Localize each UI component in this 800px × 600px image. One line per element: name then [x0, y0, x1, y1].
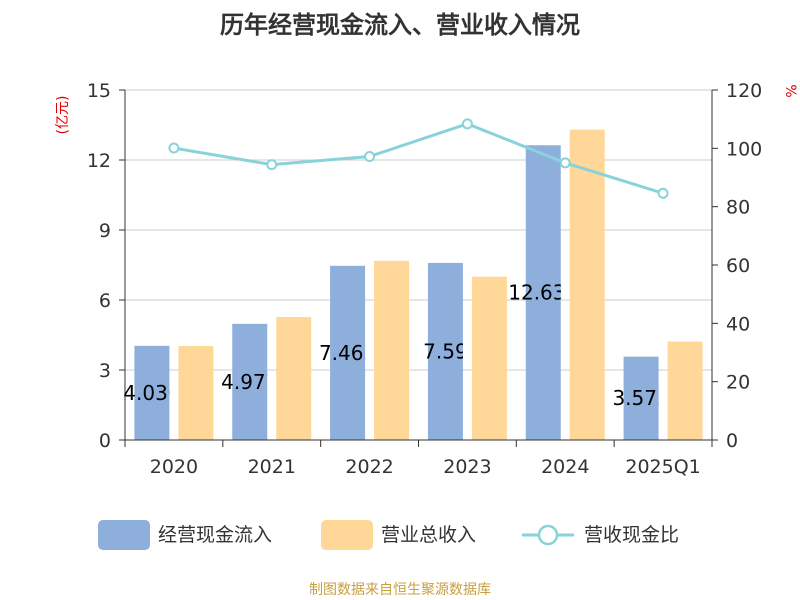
- data-label-cash-inflow: 4.977: [221, 370, 278, 394]
- right-tick-label: 80: [726, 197, 750, 219]
- x-tick-label: 2020: [150, 456, 198, 478]
- bars: [134, 129, 703, 441]
- x-tick-label: 2023: [443, 456, 491, 478]
- bar-cash-inflow: [525, 145, 561, 441]
- left-tick-label: 0: [99, 430, 111, 452]
- right-tick-label: 40: [726, 313, 750, 335]
- chart-title: 历年经营现金流入、营业收入情况: [220, 11, 580, 39]
- ratio-polyline: [173, 122, 664, 195]
- ratio-line: [168, 118, 669, 199]
- data-label-cash-inflow: 7.59: [423, 339, 468, 363]
- gridlines: [125, 89, 712, 371]
- ratio-point: [266, 159, 278, 171]
- bar-total-revenue: [471, 276, 507, 440]
- ratio-point: [559, 157, 571, 169]
- bar-total-revenue: [569, 129, 605, 440]
- x-tick-label: 2022: [345, 456, 393, 478]
- data-label-cash-inflow: 12.633: [508, 281, 578, 305]
- bar-total-revenue: [178, 345, 214, 440]
- left-tick-label: 12: [87, 150, 111, 172]
- ratio-point: [657, 187, 669, 199]
- bar-cash-inflow: [232, 323, 268, 440]
- source-note: 制图数据来自恒生聚源数据库: [309, 582, 491, 598]
- bar-total-revenue: [374, 260, 410, 440]
- legend-swatch-cash: [98, 520, 150, 550]
- right-tick-label: 20: [726, 372, 750, 394]
- data-labels: 4.036 4.977 7.465 7.59 12.633 3.572: [123, 281, 669, 410]
- x-tick-label: 2024: [541, 456, 589, 478]
- ratio-point: [168, 142, 180, 154]
- data-label-cash-inflow: 4.036: [123, 381, 180, 405]
- right-tick-label: 0: [726, 430, 738, 452]
- legend-swatch-ratio-marker: [537, 524, 559, 546]
- legend-label-revenue: 营业总收入: [381, 524, 476, 546]
- left-axis-unit: (亿元): [55, 96, 71, 135]
- data-label-cash-inflow: 7.465: [319, 341, 376, 365]
- x-tick-label: 2021: [248, 456, 296, 478]
- bar-cash-inflow: [623, 356, 659, 440]
- left-tick-label: 9: [99, 220, 111, 242]
- x-tick-label: 2025Q1: [625, 456, 700, 478]
- legend: 经营现金流入 营业总收入 营收现金比: [98, 520, 679, 550]
- data-label-cash-inflow: 3.572: [612, 386, 669, 410]
- axes: 0 3 6 9 12 15 0 20 40 60 80 100 120 2020 2021 2022 2023 2…: [87, 80, 762, 478]
- left-tick-label: 3: [99, 360, 111, 382]
- legend-label-cash: 经营现金流入: [158, 524, 272, 546]
- right-tick-label: 100: [726, 138, 762, 160]
- bar-total-revenue: [276, 317, 312, 440]
- bar-cash-inflow: [330, 265, 366, 440]
- left-tick-label: 15: [87, 80, 111, 102]
- right-tick-label: 120: [726, 80, 762, 102]
- bar-cash-inflow: [134, 345, 170, 440]
- bar-total-revenue: [667, 341, 703, 440]
- right-tick-label: 60: [726, 255, 750, 277]
- ratio-point: [364, 151, 376, 162]
- right-axis-unit: %: [782, 84, 798, 97]
- left-tick-label: 6: [99, 290, 111, 312]
- bar-cash-inflow: [427, 262, 463, 440]
- ratio-point: [461, 118, 473, 130]
- legend-swatch-revenue: [321, 520, 373, 550]
- legend-label-ratio: 营收现金比: [584, 524, 679, 546]
